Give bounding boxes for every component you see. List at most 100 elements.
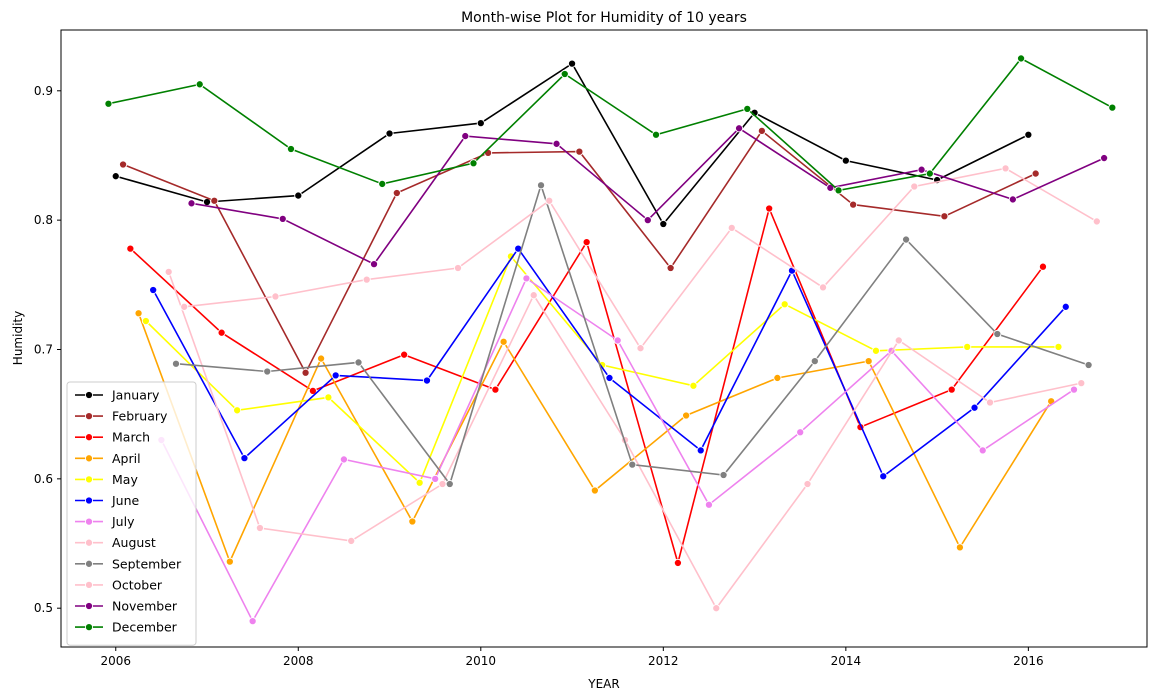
- series-may: [141, 252, 1063, 487]
- legend-entry-april: April: [75, 451, 141, 466]
- data-point: [1001, 164, 1010, 173]
- data-point: [575, 147, 584, 156]
- series-january: [111, 59, 1033, 229]
- data-point: [141, 316, 150, 326]
- data-point: [765, 204, 774, 213]
- legend-label: January: [111, 388, 160, 403]
- data-point: [841, 156, 850, 165]
- data-point: [1054, 342, 1063, 351]
- series-april: [134, 309, 1056, 566]
- legend-swatch-marker: [84, 412, 94, 421]
- data-point: [955, 543, 964, 552]
- x-tick-label: 2010: [466, 654, 497, 668]
- legend-label: May: [112, 472, 138, 487]
- data-point: [385, 129, 394, 138]
- series-line-december: [108, 57, 1113, 192]
- data-point: [286, 144, 296, 154]
- data-point: [796, 428, 805, 437]
- data-point: [910, 182, 919, 191]
- series-september: [171, 181, 1093, 489]
- data-point: [461, 132, 470, 141]
- y-tick-label: 0.7: [34, 342, 53, 356]
- legend-label: March: [112, 430, 150, 445]
- data-point: [826, 183, 835, 192]
- data-point: [362, 275, 371, 284]
- data-point: [628, 460, 637, 469]
- data-point: [126, 244, 135, 253]
- legend-swatch-marker: [84, 390, 94, 400]
- data-point: [180, 302, 189, 311]
- data-point: [780, 300, 789, 309]
- x-axis: 2006 2008 2010 2012 2014 2016: [100, 647, 1044, 668]
- series-line-october: [184, 167, 1098, 350]
- data-point: [529, 291, 538, 300]
- data-point: [1069, 385, 1079, 394]
- data-point: [1108, 103, 1117, 112]
- data-point: [347, 536, 356, 545]
- data-point: [1008, 195, 1017, 204]
- chart-title: Month-wise Plot for Humidity of 10 years: [461, 10, 747, 26]
- legend-label: April: [112, 451, 141, 466]
- legend-entry-november: November: [75, 599, 178, 614]
- y-axis-title: Humidity: [11, 311, 25, 365]
- legend-entry-august: August: [75, 535, 156, 550]
- data-point: [294, 191, 303, 200]
- data-point: [719, 470, 728, 480]
- data-point: [255, 523, 264, 533]
- legend-swatch-marker: [84, 601, 94, 611]
- data-point: [902, 235, 911, 244]
- legend-swatch-marker: [84, 496, 94, 505]
- data-point: [985, 398, 995, 407]
- data-point: [773, 373, 782, 383]
- legend-label: November: [112, 599, 178, 614]
- data-point: [704, 500, 713, 509]
- data-point: [317, 354, 326, 363]
- data-point: [849, 200, 858, 209]
- data-point: [324, 393, 333, 402]
- data-point: [431, 474, 440, 483]
- data-point: [696, 446, 705, 455]
- legend-label: September: [112, 556, 182, 571]
- data-point: [682, 411, 691, 420]
- data-point: [240, 454, 249, 463]
- legend-label: February: [112, 409, 168, 424]
- data-point: [308, 386, 317, 395]
- data-point: [1077, 379, 1086, 388]
- data-point: [149, 285, 158, 295]
- data-point: [978, 446, 987, 455]
- data-point: [369, 260, 379, 269]
- legend-entry-january: January: [75, 388, 160, 403]
- data-point: [354, 358, 363, 367]
- data-point: [119, 160, 128, 169]
- legend-entry-june: June: [75, 493, 140, 508]
- legend-swatch-marker: [84, 538, 94, 547]
- data-point: [605, 373, 614, 383]
- data-point: [1092, 217, 1101, 226]
- data-point: [469, 159, 478, 168]
- legend-frame: [66, 381, 197, 646]
- plot-frame: [60, 29, 1148, 648]
- data-point: [1024, 130, 1033, 139]
- data-point: [743, 104, 752, 113]
- data-point: [917, 165, 926, 174]
- data-point: [689, 381, 698, 390]
- series-layer: [104, 54, 1117, 626]
- legend-swatch-marker: [84, 623, 94, 632]
- data-point: [392, 188, 401, 198]
- data-point: [278, 214, 287, 223]
- y-tick-label: 0.6: [34, 472, 53, 486]
- series-march: [126, 204, 1048, 567]
- legend-entry-july: July: [75, 514, 135, 529]
- data-point: [712, 604, 721, 613]
- data-point: [400, 350, 409, 359]
- data-point: [111, 172, 120, 181]
- data-point: [582, 238, 591, 247]
- x-tick-label: 2008: [283, 654, 314, 668]
- data-point: [568, 59, 577, 68]
- data-point: [940, 212, 949, 221]
- data-point: [727, 223, 736, 232]
- x-tick-label: 2012: [648, 654, 679, 668]
- legend-entry-february: February: [75, 409, 168, 424]
- data-point: [415, 478, 424, 487]
- legend-swatch-marker: [84, 559, 94, 568]
